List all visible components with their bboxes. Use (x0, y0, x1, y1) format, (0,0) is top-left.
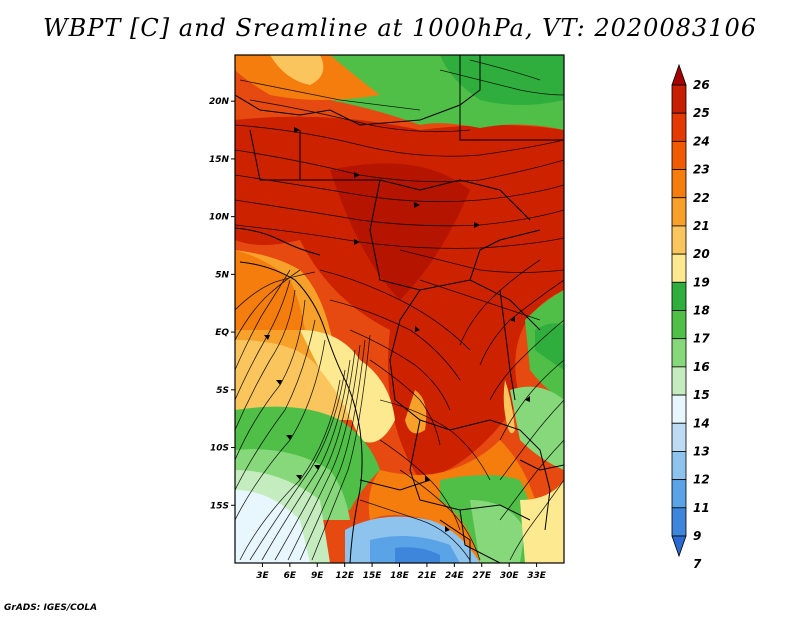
colorbar-swatch (671, 451, 687, 481)
x-tick-label: 6E (284, 571, 297, 581)
colorbar-swatch (671, 253, 687, 283)
x-axis: 3E 6E 9E 12E 15E 18E 21E 24E 27E 30E 33E (256, 563, 547, 581)
y-tick-label: 20N (209, 97, 230, 107)
colorbar-label: 20 (693, 247, 710, 261)
colorbar-label: 15 (693, 388, 710, 402)
colorbar-label: 25 (693, 106, 710, 120)
x-tick-label: 9E (311, 571, 324, 581)
chart-title: WBPT [C] and Sreamline at 1000hPa, VT: 2… (42, 14, 758, 42)
streamlines (235, 59, 564, 561)
colorbar-swatch (671, 507, 687, 537)
y-tick-label: 10N (209, 213, 230, 223)
country-borders (235, 55, 564, 563)
colorbar-label: 16 (693, 360, 710, 374)
colorbar-label: 26 (693, 78, 710, 92)
colorbar-swatch (671, 169, 687, 199)
colorbar-swatch (671, 394, 687, 424)
colorbar-swatch (671, 112, 687, 142)
credit-label: GrADS: IGES/COLA (4, 603, 98, 613)
colorbar-swatch (671, 281, 687, 311)
colorbar-label: 19 (693, 275, 710, 289)
streamline-arrows (264, 127, 530, 532)
colorbar-label: 18 (693, 304, 710, 318)
x-tick-label: 18E (390, 571, 410, 581)
y-axis: 20N 15N 10N 5N EQ 5S 10S 15S (209, 97, 235, 511)
y-tick-label: 5N (215, 270, 229, 280)
colorbar-swatch (671, 310, 687, 340)
y-tick-label: EQ (215, 328, 229, 338)
x-tick-label: 21E (418, 571, 438, 581)
x-tick-label: 30E (500, 571, 520, 581)
colorbar-swatch (671, 338, 687, 368)
x-tick-label: 12E (335, 571, 355, 581)
colorbar-swatch (671, 479, 687, 509)
colorbar-label: 7 (693, 557, 702, 571)
colorbar-swatch (671, 422, 687, 452)
x-tick-label: 15E (363, 571, 383, 581)
colorbar-label: 22 (693, 191, 710, 205)
x-tick-label: 24E (445, 571, 465, 581)
colorbar-label: 11 (693, 501, 710, 515)
colorbar-swatch (671, 225, 687, 255)
colorbar-label: 14 (693, 416, 710, 430)
colorbar-bottom-triangle (671, 535, 687, 558)
colorbar-label: 13 (693, 444, 710, 458)
colorbar-top-triangle (671, 63, 687, 86)
colorbar-swatch (671, 84, 687, 114)
y-tick-label: 15S (210, 501, 229, 511)
colorbar-swatch (671, 197, 687, 227)
y-tick-label: 5S (216, 386, 229, 396)
x-tick-label: 27E (472, 571, 492, 581)
colorbar-swatch (671, 140, 687, 170)
x-tick-label: 3E (256, 571, 269, 581)
x-tick-label: 33E (527, 571, 547, 581)
colorbar-label: 24 (693, 134, 710, 148)
colorbar-label: 9 (693, 529, 701, 543)
colorbar-label: 21 (693, 219, 710, 233)
colorbar-label: 17 (693, 332, 710, 346)
colorbar-label: 23 (693, 163, 710, 177)
y-tick-label: 10S (210, 444, 229, 454)
y-tick-label: 15N (209, 155, 230, 165)
colorbar-label: 12 (693, 473, 710, 487)
colorbar-swatch (671, 366, 687, 396)
